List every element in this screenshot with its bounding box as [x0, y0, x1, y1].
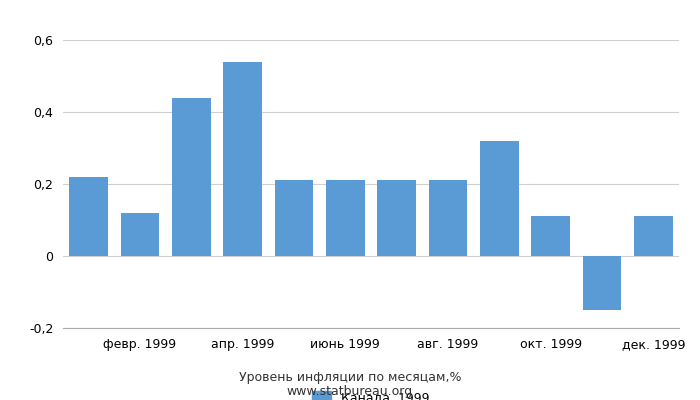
Bar	[428, 180, 467, 256]
Text: Уровень инфляции по месяцам,%: Уровень инфляции по месяцам,%	[239, 372, 461, 384]
Bar	[274, 180, 314, 256]
Bar	[634, 216, 673, 256]
Legend: Канада, 1999: Канада, 1999	[307, 386, 435, 400]
Bar	[326, 180, 365, 256]
Bar	[377, 180, 416, 256]
Bar	[223, 62, 262, 256]
Bar	[582, 256, 622, 310]
Bar	[531, 216, 570, 256]
Bar	[480, 141, 519, 256]
Bar	[172, 98, 211, 256]
Text: www.statbureau.org: www.statbureau.org	[287, 385, 413, 398]
Bar	[69, 177, 108, 256]
Bar	[120, 213, 160, 256]
